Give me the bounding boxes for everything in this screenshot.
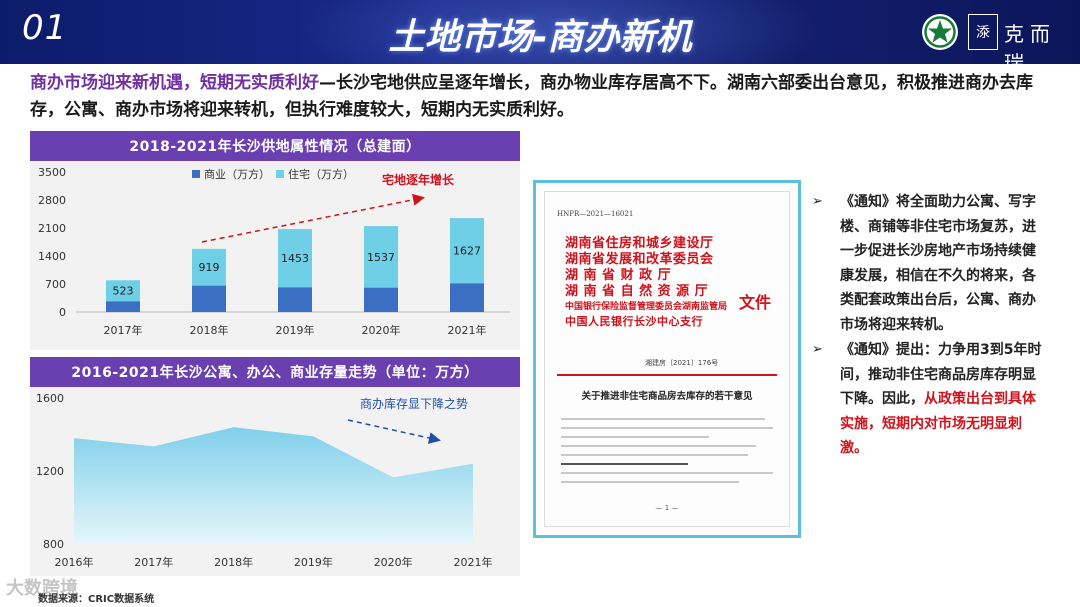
bar-data-label: 1537 <box>367 251 395 264</box>
inventory-area <box>74 427 473 544</box>
issuer-line: 中国人民银行长沙中心支行 <box>565 315 703 328</box>
bar-residential <box>192 248 226 286</box>
inventory-area-chart: 800 1200 1600 2016年 2017年 2018年 2019年 2020年 2021… <box>36 392 493 569</box>
bar-commercial <box>278 287 312 312</box>
x-tick-label: 2020年 <box>362 323 401 337</box>
issuer-line: 湖南省住房和城乡建设厅 <box>565 236 714 251</box>
intro-text: —长沙宅地供应呈逐年增长，商办物业库存居高不下。湖南六部委出台意见，积极推进商办… <box>30 73 1033 120</box>
y-tick-label: 2800 <box>38 194 66 207</box>
document-wenjian: 文件 <box>739 293 772 312</box>
document-page-number: — 1 — <box>655 504 679 512</box>
y-tick-label: 1600 <box>36 392 64 405</box>
issuer-line: 中国银行保险监督管理委员会湖南监管局 <box>565 302 728 312</box>
trend-down-arrow-icon <box>347 419 441 444</box>
bar-commercial <box>106 301 140 312</box>
legend-swatch-commercial <box>192 170 200 178</box>
document-issuers: 湖南省住房和城乡建设厅 湖南省发展和改革委员会 湖 南 省 财 政 厅 湖 南 … <box>565 236 728 330</box>
issuer-line: 湖南省发展和改革委员会 <box>565 252 714 267</box>
x-tick-label: 2018年 <box>190 323 229 337</box>
bar-data-label: 1453 <box>281 252 309 265</box>
trend-arrow-icon <box>201 193 425 243</box>
section-number: 01 <box>22 8 68 48</box>
document-number: 湘建房〔2021〕176号 <box>645 359 719 367</box>
document-ref-number: HNPR—2021—16021 <box>557 210 634 218</box>
policy-document-image: HNPR—2021—16021 湖南省住房和城乡建设厅 湖南省发展和改革委员会 … <box>533 180 801 538</box>
bar-residential <box>278 229 312 288</box>
bar-commercial <box>450 283 484 312</box>
page-title: 土地市场-商办新机 <box>388 17 692 58</box>
bar-residential <box>364 226 398 288</box>
bullet-item: ➢ 《通知》将全面助力公寓、写字楼、商铺等非住宅市场复苏，进一步促进长沙房地产市… <box>812 190 1044 337</box>
legend-label-residential: 住宅（万方） <box>288 167 354 181</box>
x-tick-label: 2021年 <box>454 555 493 569</box>
brand-name: 克而瑞 <box>1004 22 1056 64</box>
y-tick-label: 1200 <box>36 465 64 478</box>
star-emblem-icon <box>922 14 958 50</box>
bullet-text: 《通知》将全面助力公寓、写字楼、商铺等非住宅市场复苏，进一步促进长沙房地产市场持… <box>840 194 1036 333</box>
x-tick-label: 2019年 <box>276 323 315 337</box>
bar-data-label: 919 <box>199 261 220 274</box>
title-banner: 01 土地市场-商办新机 𣷹 克而瑞 <box>0 0 1080 64</box>
arrow-bullet-icon: ➢ <box>812 194 823 209</box>
chart1-panel <box>30 161 520 350</box>
x-tick-label: 2020年 <box>374 555 413 569</box>
issuer-line: 湖 南 省 财 政 厅 <box>565 268 672 283</box>
red-divider <box>557 374 777 376</box>
x-tick-label: 2019年 <box>294 555 333 569</box>
intro-paragraph: 商办市场迎来新机遇，短期无实质利好—长沙宅地供应呈逐年增长，商办物业库存居高不下… <box>30 70 1050 124</box>
bullet-text: 《通知》提出：力争用3到5年时间，推动非住宅商品房库存明显下降。因此， <box>840 342 1042 407</box>
legend-label-commercial: 商业（万方） <box>204 167 270 181</box>
chart2-annotation: 商办库存显下降之势 <box>360 396 468 411</box>
y-tick-label: 700 <box>45 278 66 291</box>
y-tick-label: 2100 <box>38 222 66 235</box>
bullet-emphasis: 从政策出台到具体实施，短期内对市场无明显刺激。 <box>840 391 1036 456</box>
y-tick-label: 3500 <box>38 166 66 179</box>
chart1-annotation: 宅地逐年增长 <box>382 172 455 187</box>
bar-residential <box>106 280 140 302</box>
x-tick-label: 2017年 <box>134 555 173 569</box>
policy-bullets: ➢ 《通知》将全面助力公寓、写字楼、商铺等非住宅市场复苏，进一步促进长沙房地产市… <box>812 190 1044 462</box>
x-tick-label: 2016年 <box>55 555 94 569</box>
intro-highlight: 商办市场迎来新机遇，短期无实质利好 <box>30 73 319 93</box>
issuer-line: 湖 南 省 自 然 资 源 厅 <box>565 284 709 299</box>
chart2-title: 2016-2021年长沙公寓、办公、商业存量走势（单位：万方） <box>30 357 520 387</box>
bar-residential <box>450 218 484 284</box>
x-tick-label: 2018年 <box>214 555 253 569</box>
y-tick-label: 0 <box>59 306 66 319</box>
x-tick-label: 2017年 <box>104 323 143 337</box>
brand-seal: 𣷹 <box>968 14 998 50</box>
arrow-bullet-icon: ➢ <box>812 342 823 357</box>
watermark: 大数跨境 <box>6 578 78 599</box>
bar-data-label: 1627 <box>453 245 481 258</box>
chart1-title: 2018-2021年长沙供地属性情况（总建面） <box>30 131 520 161</box>
document-body-text <box>561 418 773 490</box>
data-source: 数据来源：CRIC数据系统 <box>38 594 155 605</box>
x-tick-label: 2021年 <box>448 323 487 337</box>
bar-commercial <box>192 285 226 312</box>
y-tick-label: 800 <box>43 538 64 551</box>
document-subject: 关于推进非住宅商品房去库存的若干意见 <box>581 391 753 402</box>
supply-bar-chart: 0 700 1400 2100 2800 3500 523 2017年 919 2018年 1453… <box>38 166 510 337</box>
bullet-item: ➢ 《通知》提出：力争用3到5年时间，推动非住宅商品房库存明显下降。因此，从政策… <box>812 338 1044 461</box>
bar-commercial <box>364 287 398 312</box>
legend-swatch-residential <box>276 170 284 178</box>
bar-data-label: 523 <box>113 285 134 298</box>
y-tick-label: 1400 <box>38 250 66 263</box>
